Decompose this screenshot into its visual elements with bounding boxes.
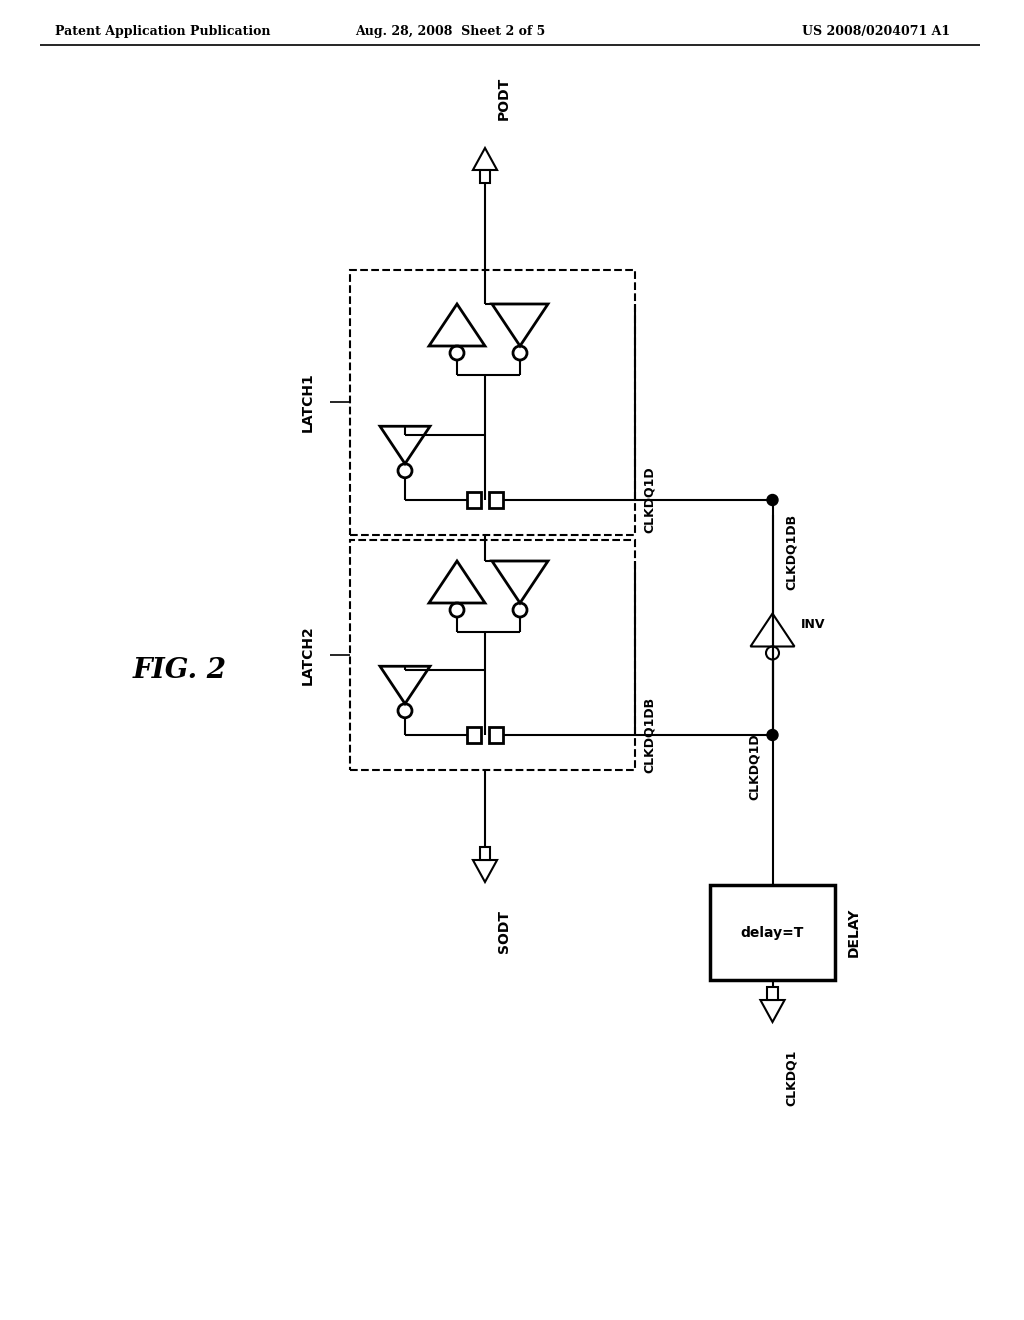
Text: delay=T: delay=T — [740, 925, 804, 940]
Circle shape — [767, 730, 778, 741]
Text: Aug. 28, 2008  Sheet 2 of 5: Aug. 28, 2008 Sheet 2 of 5 — [355, 25, 545, 38]
Text: CLKDQ1DB: CLKDQ1DB — [784, 513, 798, 590]
Bar — [710, 884, 835, 979]
Text: US 2008/0204071 A1: US 2008/0204071 A1 — [802, 25, 950, 38]
Text: CLKDQ1DB: CLKDQ1DB — [643, 697, 656, 774]
Text: CLKDQ1D: CLKDQ1D — [643, 467, 656, 533]
Text: CLKDQ1D: CLKDQ1D — [748, 734, 761, 800]
Polygon shape — [761, 1001, 784, 1022]
Text: LATCH2: LATCH2 — [301, 626, 315, 685]
Bar — [479, 170, 490, 183]
Bar — [350, 540, 635, 770]
Text: Patent Application Publication: Patent Application Publication — [55, 25, 270, 38]
Bar — [467, 492, 481, 508]
Bar — [489, 727, 503, 743]
Text: LATCH1: LATCH1 — [301, 372, 315, 433]
Polygon shape — [473, 861, 497, 882]
Polygon shape — [473, 148, 497, 170]
Bar — [767, 987, 778, 1001]
Text: FIG. 2: FIG. 2 — [133, 656, 227, 684]
Text: CLKDQ1: CLKDQ1 — [784, 1049, 798, 1106]
Bar — [350, 271, 635, 535]
Text: PODT: PODT — [497, 77, 511, 120]
Bar — [467, 727, 481, 743]
Text: DELAY: DELAY — [847, 908, 861, 957]
Bar — [479, 847, 490, 861]
Bar — [489, 492, 503, 508]
Text: INV: INV — [801, 619, 825, 631]
Circle shape — [767, 495, 778, 506]
Text: SODT: SODT — [497, 909, 511, 953]
